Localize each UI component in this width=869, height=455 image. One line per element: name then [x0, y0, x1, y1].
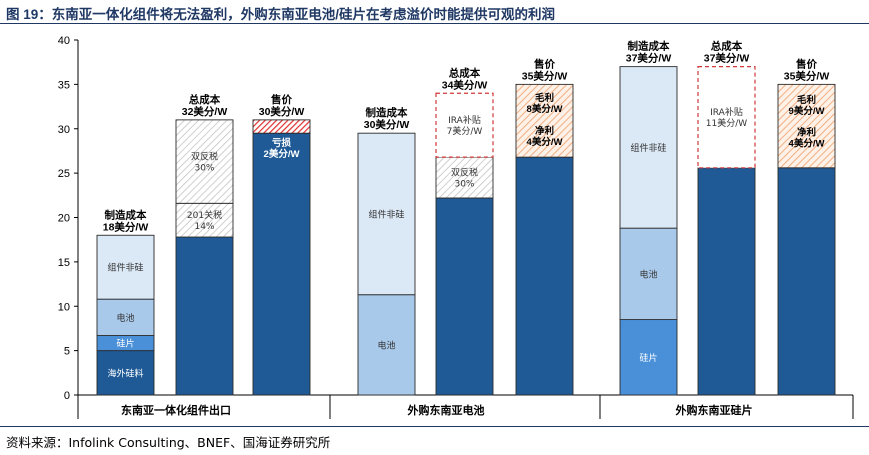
bars	[96, 66, 836, 396]
bar-segment	[96, 350, 155, 396]
margin-label: 毛利	[797, 94, 816, 106]
segment-label: 电池	[116, 312, 134, 324]
segment-label: 201关税	[187, 209, 222, 221]
margin-label: 4美分/W	[789, 138, 825, 150]
margin-label: 净利	[797, 127, 816, 139]
margin-label: 净利	[535, 125, 554, 137]
bar-segment	[515, 156, 574, 396]
stacked-bar-chart: 0 5 10 15 20 25 30 35 40 东南亚一体化组件出口 外购东南亚电池 外购东南亚硅片…	[58, 35, 854, 419]
bar-segment	[697, 167, 756, 396]
margin-label: 8美分/W	[527, 103, 563, 115]
segment-label: 电池	[377, 339, 395, 351]
margin-label: 4美分/W	[527, 136, 563, 148]
segment-label: 30%	[194, 164, 214, 174]
bar-segment	[252, 132, 311, 396]
segment-label: 30%	[454, 180, 474, 190]
bar-header-title: 制造成本	[366, 106, 408, 119]
bar-header-value: 32美分/W	[182, 105, 228, 118]
loss-label: 2美分/W	[264, 148, 300, 160]
bar-header-title: 总成本	[449, 66, 481, 79]
bar-header-title: 总成本	[189, 93, 221, 106]
segment-label: 硅片	[116, 338, 134, 350]
bar-segment	[357, 132, 416, 296]
bar-header-value: 30美分/W	[259, 105, 305, 118]
bar-segment	[96, 298, 155, 336]
figure-title: 图 19：东南亚一体化组件将无法盈利，外购东南亚电池/硅片在考虑溢价时能提供可观…	[6, 7, 556, 22]
x-group-label: 外购东南亚硅片	[675, 403, 753, 417]
bar-header-title: 售价	[534, 57, 555, 70]
bar-header-title: 售价	[796, 57, 817, 70]
bar-segment	[515, 83, 574, 158]
bar-segment	[96, 234, 155, 300]
y-tick-label: 40	[58, 35, 70, 47]
x-group-label: 东南亚一体化组件出口	[121, 403, 231, 417]
y-tick-label: 15	[58, 257, 70, 269]
margin-label: 毛利	[535, 92, 554, 104]
bar-header-value: 35美分/W	[522, 69, 568, 82]
bar-segment	[435, 197, 494, 396]
segment-label: 硅片	[639, 352, 657, 364]
bar-header-title: 总成本	[711, 40, 743, 53]
segment-label: 11美分/W	[706, 117, 747, 129]
loss-label: 亏损	[272, 137, 292, 149]
bar-segment	[175, 119, 234, 204]
source-note: 资料来源：Infolink Consulting、BNEF、国海证券研究所	[6, 435, 331, 450]
bar-header-value: 37美分/W	[704, 52, 750, 65]
bar-header-value: 37美分/W	[626, 52, 672, 65]
segment-label: 组件非硅	[107, 262, 143, 274]
bar-segment	[175, 202, 234, 238]
y-tick-label: 5	[64, 346, 70, 358]
y-tick-label: 0	[64, 390, 70, 402]
bar-header-title: 制造成本	[628, 40, 670, 53]
segment-label: 14%	[194, 222, 214, 232]
bar-header-value: 34美分/W	[442, 78, 488, 91]
bar-header-value: 30美分/W	[364, 118, 410, 131]
y-tick-label: 35	[58, 79, 70, 91]
bar-segment	[777, 83, 836, 169]
segment-label: IRA补贴	[448, 114, 481, 126]
x-group-label: 外购东南亚电池	[407, 403, 485, 417]
segment-label: 电池	[639, 268, 657, 280]
segment-label: 7美分/W	[447, 125, 483, 137]
segment-ira-subsidy	[697, 66, 756, 169]
segment-label: 双反税	[451, 167, 478, 179]
bottom-rule	[0, 426, 869, 427]
bar-header-title: 售价	[271, 93, 292, 106]
bar-header-title: 制造成本	[105, 208, 147, 221]
segment-label: IRA补贴	[710, 106, 743, 118]
segment-label: 组件非硅	[630, 142, 666, 154]
bar-segment	[619, 319, 678, 396]
y-tick-label: 25	[58, 168, 70, 180]
segment-ira-subsidy	[435, 92, 494, 158]
segment-label: 海外硅料	[107, 367, 143, 379]
y-tick-label: 30	[58, 124, 70, 136]
y-tick-label: 10	[58, 301, 70, 313]
bar-segment	[619, 66, 678, 229]
segment-label: 组件非硅	[368, 208, 404, 220]
title-rule	[0, 23, 869, 24]
margin-label: 9美分/W	[789, 105, 825, 117]
bar-segment	[619, 227, 678, 321]
bar-header-value: 35美分/W	[784, 69, 830, 82]
bar-header-value: 18美分/W	[103, 220, 149, 233]
bar-segment	[175, 236, 234, 396]
y-tick-label: 20	[58, 213, 70, 225]
bar-segment	[252, 119, 311, 134]
bar-segment	[777, 167, 836, 396]
segment-label: 双反税	[191, 151, 218, 163]
